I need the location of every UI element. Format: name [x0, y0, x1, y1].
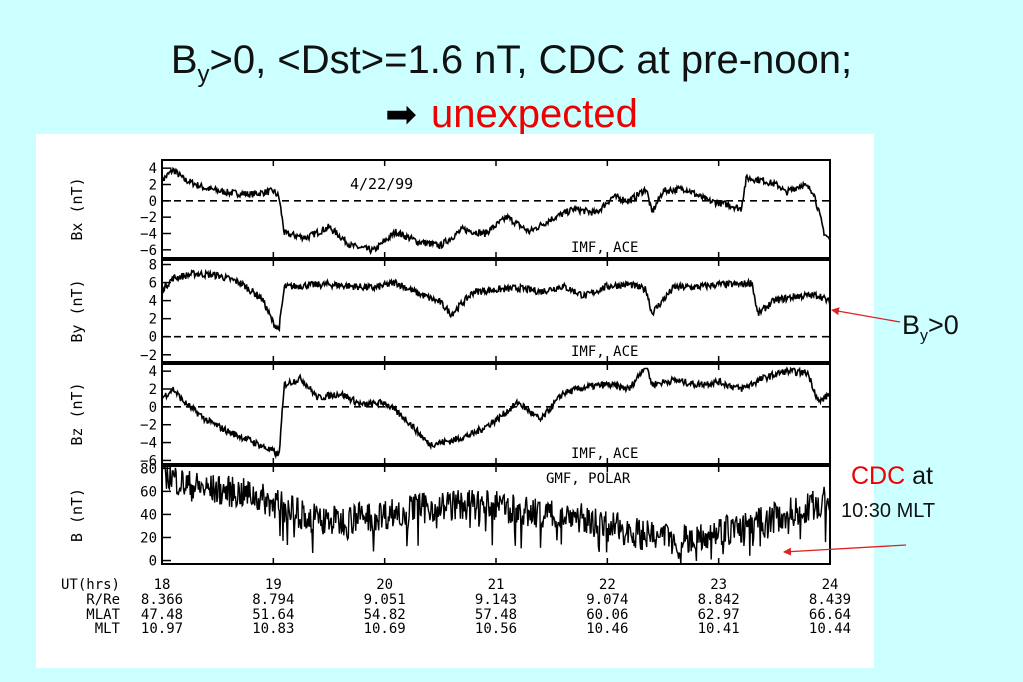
- by-positive-label: By>0: [902, 310, 959, 345]
- panel-frame-by: [161, 259, 831, 363]
- orbit-cell: 18: [154, 577, 171, 593]
- orbit-cell: 10.97: [141, 621, 183, 637]
- y-tick-label-b: 60: [140, 484, 157, 500]
- y-axis-label-by: By (nT): [68, 279, 86, 342]
- cdc-mlt-label: 10:30 MLT: [841, 500, 936, 522]
- slide-title-line1: By>0, <Dst>=1.6 nT, CDC at pre-noon;: [0, 38, 1023, 89]
- y-tick-label-b: 20: [140, 530, 157, 546]
- y-tick-label-bx: 0: [149, 194, 157, 210]
- right-arrow-icon: ➡: [385, 92, 417, 136]
- title-subscript-y: y: [197, 61, 210, 88]
- orbit-row-label: MLT: [95, 621, 121, 637]
- orbit-cell: 66.64: [809, 607, 851, 623]
- orbit-cell: 10.44: [809, 621, 851, 637]
- y-tick-label-by: 0: [149, 330, 157, 346]
- y-tick-label-bz: 2: [149, 382, 157, 398]
- date-annotation: 4/22/99: [350, 175, 413, 193]
- y-tick-label-bz: −4: [140, 436, 157, 452]
- orbit-cell: 24: [822, 577, 839, 593]
- y-tick-label-b: 80: [140, 461, 157, 477]
- panel-annotation-bx: IMF, ACE: [571, 240, 638, 256]
- panel-frame-bz: [161, 363, 831, 465]
- orbit-cell: 9.143: [475, 592, 517, 608]
- y-tick-label-b: 0: [149, 554, 157, 570]
- orbit-cell: 60.06: [586, 607, 628, 623]
- trace-b: [161, 465, 831, 564]
- orbit-cell: 21: [488, 577, 505, 593]
- orbit-cell: 9.051: [364, 592, 406, 608]
- y-tick-label-bz: 4: [149, 364, 157, 380]
- y-tick-label-bx: 2: [149, 178, 157, 194]
- panel-frame-bx: [161, 159, 831, 259]
- y-tick-label-bz: −2: [140, 418, 157, 434]
- orbit-cell: 8.842: [698, 592, 740, 608]
- by-label-rest: >0: [928, 310, 959, 340]
- orbit-cell: 19: [265, 577, 282, 593]
- orbit-cell: 22: [599, 577, 616, 593]
- magnetic-field-chart: 4/22/99 420−2−4−6Bx (nT)IMF, ACE86420−2B…: [61, 159, 851, 637]
- title-rest: >0, <Dst>=1.6 nT, CDC at pre-noon;: [209, 38, 853, 82]
- orbit-cell: 10.46: [586, 621, 628, 637]
- trace-by: [161, 268, 831, 333]
- y-axis-label-bx: Bx (nT): [68, 177, 86, 240]
- y-tick-label-by: 4: [149, 294, 157, 310]
- plot-area: 4/22/99 4 2 0 −2 −4 −6 Bx (nT) IMF, ACE 8 6 4 2 0 −2 B…: [36, 134, 874, 668]
- y-axis-label-bz: Bz (nT): [68, 382, 86, 445]
- orbit-cell: 8.439: [809, 592, 851, 608]
- orbit-cell: 57.48: [475, 607, 517, 623]
- y-tick-label-b: 40: [140, 507, 157, 523]
- orbit-cell: 10.56: [475, 621, 517, 637]
- orbit-cell: 9.074: [586, 592, 628, 608]
- title-unexpected: unexpected: [431, 92, 638, 136]
- orbit-cell: 10.69: [364, 621, 406, 637]
- y-tick-label-by: 8: [149, 258, 157, 274]
- cdc-label-at: at: [905, 462, 933, 490]
- y-tick-label-bz: −6: [140, 453, 157, 469]
- y-tick-label-bx: −6: [140, 243, 157, 259]
- cdc-label-red: CDC: [851, 462, 906, 490]
- panel-annotation-bz: IMF, ACE: [571, 446, 638, 462]
- y-tick-label-bz: 0: [149, 400, 157, 416]
- y-tick-label-bx: 4: [149, 161, 157, 177]
- y-tick-label-by: 2: [149, 312, 157, 328]
- y-tick-label-by: 6: [149, 276, 157, 292]
- title-b: B: [170, 38, 198, 82]
- orbit-cell: 51.64: [252, 607, 294, 623]
- orbit-cell: 8.366: [141, 592, 183, 608]
- orbit-cell: 8.794: [252, 592, 294, 608]
- panel-annotation-by: IMF, ACE: [571, 344, 638, 360]
- orbit-cell: 47.48: [141, 607, 183, 623]
- slide-title-line2: ➡ unexpected: [0, 92, 1023, 137]
- by-label-subscript: y: [920, 327, 929, 345]
- y-tick-label-by: −2: [140, 348, 157, 364]
- orbit-cell: 10.41: [698, 621, 740, 637]
- orbit-cell: 54.82: [364, 607, 406, 623]
- y-axis-label-b: B (nT): [68, 488, 86, 542]
- orbit-cell: 23: [710, 577, 727, 593]
- y-tick-label-bx: −2: [140, 210, 157, 226]
- orbit-row-label: UT(hrs): [61, 577, 120, 593]
- y-tick-label-bx: −4: [140, 227, 157, 243]
- cdc-label: CDC at: [851, 462, 933, 491]
- orbit-row-label: MLAT: [86, 607, 120, 623]
- trace-bx: [161, 166, 831, 256]
- panel-annotation-b: GMF, POLAR: [546, 471, 631, 487]
- trace-bz: [161, 366, 831, 460]
- orbit-cell: 10.83: [252, 621, 294, 637]
- orbit-cell: 20: [376, 577, 393, 593]
- by-label-b: B: [902, 310, 921, 340]
- orbit-cell: 62.97: [698, 607, 740, 623]
- orbit-row-label: R/Re: [86, 592, 120, 608]
